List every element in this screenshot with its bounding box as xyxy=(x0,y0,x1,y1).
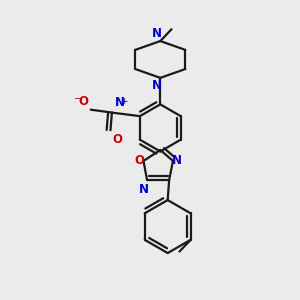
Text: N: N xyxy=(172,154,182,167)
Text: N: N xyxy=(115,96,125,109)
Text: O: O xyxy=(113,133,123,146)
Text: N: N xyxy=(139,183,148,196)
Text: N: N xyxy=(152,79,162,92)
Text: O: O xyxy=(78,95,88,108)
Text: O: O xyxy=(134,154,144,167)
Text: +: + xyxy=(120,97,128,106)
Text: −: − xyxy=(74,94,83,104)
Text: N: N xyxy=(152,27,162,40)
